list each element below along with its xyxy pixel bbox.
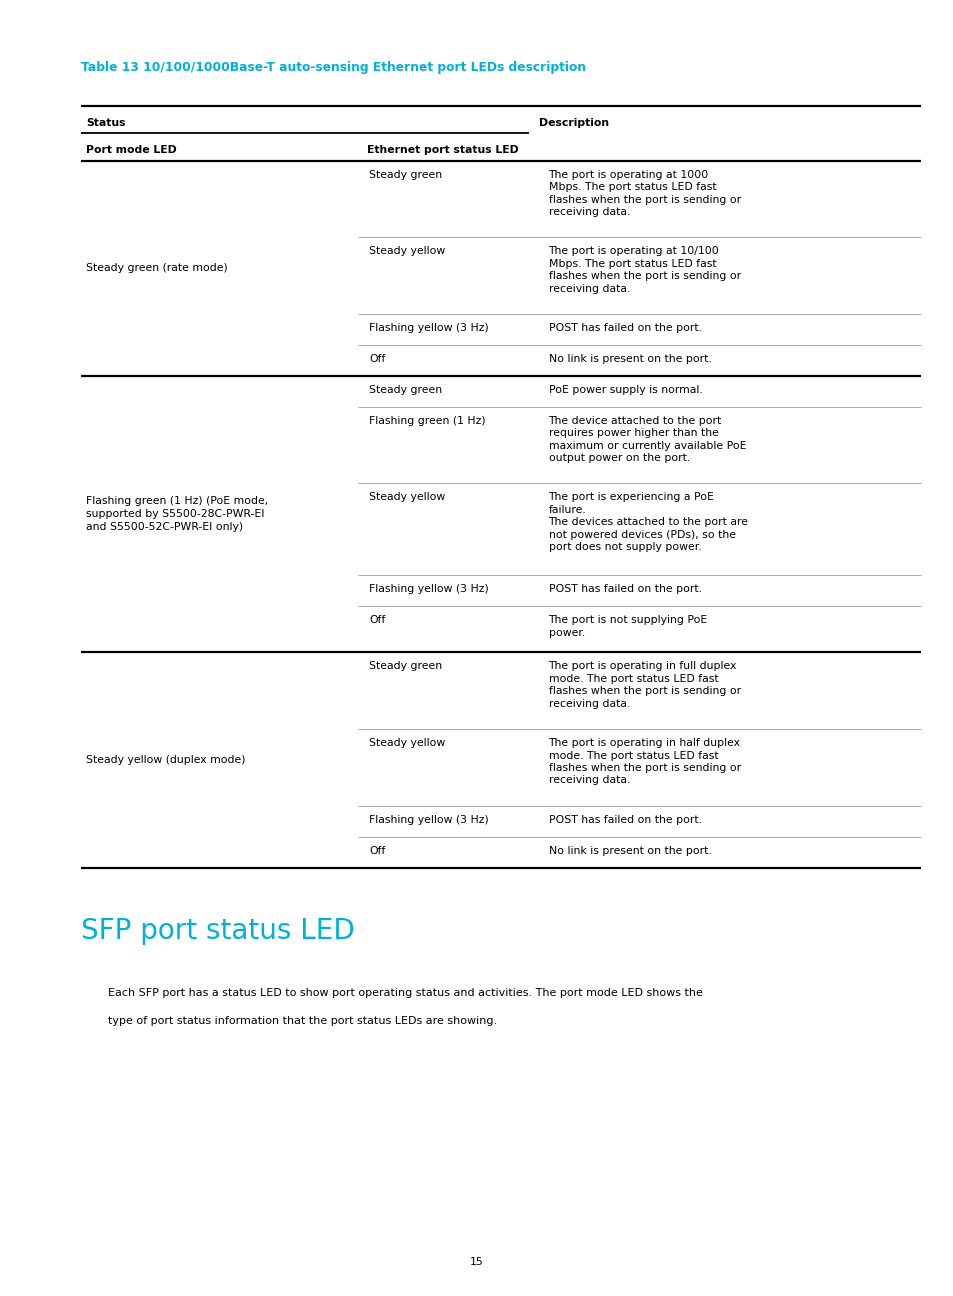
Text: The port is operating in half duplex
mode. The port status LED fast
flashes when: The port is operating in half duplex mod… <box>548 739 740 785</box>
Text: Each SFP port has a status LED to show port operating status and activities. The: Each SFP port has a status LED to show p… <box>108 988 702 998</box>
Text: 15: 15 <box>470 1257 483 1267</box>
Text: Flashing yellow (3 Hz): Flashing yellow (3 Hz) <box>369 584 489 595</box>
Text: The port is operating at 1000
Mbps. The port status LED fast
flashes when the po: The port is operating at 1000 Mbps. The … <box>548 170 740 216</box>
Text: POST has failed on the port.: POST has failed on the port. <box>548 323 700 333</box>
Text: The port is not supplying PoE
power.: The port is not supplying PoE power. <box>548 616 707 638</box>
Text: The port is operating at 10/100
Mbps. The port status LED fast
flashes when the : The port is operating at 10/100 Mbps. Th… <box>548 246 740 294</box>
Text: Flashing yellow (3 Hz): Flashing yellow (3 Hz) <box>369 815 489 826</box>
Text: Steady yellow: Steady yellow <box>369 492 445 503</box>
Text: Description: Description <box>538 118 609 128</box>
Text: Off: Off <box>369 846 385 855</box>
Text: Table 13 10/100/1000Base-T auto-sensing Ethernet port LEDs description: Table 13 10/100/1000Base-T auto-sensing … <box>81 61 585 74</box>
Text: Port mode LED: Port mode LED <box>86 145 176 156</box>
Text: Steady green (rate mode): Steady green (rate mode) <box>86 263 228 273</box>
Text: Steady green: Steady green <box>369 661 442 671</box>
Text: No link is present on the port.: No link is present on the port. <box>548 846 711 855</box>
Text: Status: Status <box>86 118 125 128</box>
Text: Steady yellow (duplex mode): Steady yellow (duplex mode) <box>86 756 245 765</box>
Text: POST has failed on the port.: POST has failed on the port. <box>548 815 700 826</box>
Text: The device attached to the port
requires power higher than the
maximum or curren: The device attached to the port requires… <box>548 416 745 463</box>
Text: Steady yellow: Steady yellow <box>369 739 445 748</box>
Text: Ethernet port status LED: Ethernet port status LED <box>367 145 518 156</box>
Text: Flashing green (1 Hz): Flashing green (1 Hz) <box>369 416 485 426</box>
Text: SFP port status LED: SFP port status LED <box>81 916 355 945</box>
Text: Off: Off <box>369 616 385 626</box>
Text: The port is experiencing a PoE
failure.
The devices attached to the port are
not: The port is experiencing a PoE failure. … <box>548 492 748 552</box>
Text: Steady yellow: Steady yellow <box>369 246 445 257</box>
Text: Flashing green (1 Hz) (PoE mode,
supported by S5500-28C-PWR-EI
and S5500-52C-PWR: Flashing green (1 Hz) (PoE mode, support… <box>86 496 268 533</box>
Text: The port is operating in full duplex
mode. The port status LED fast
flashes when: The port is operating in full duplex mod… <box>548 661 740 709</box>
Text: Steady green: Steady green <box>369 385 442 395</box>
Text: Steady green: Steady green <box>369 170 442 180</box>
Text: type of port status information that the port status LEDs are showing.: type of port status information that the… <box>108 1016 497 1025</box>
Text: Flashing yellow (3 Hz): Flashing yellow (3 Hz) <box>369 323 489 333</box>
Text: No link is present on the port.: No link is present on the port. <box>548 354 711 364</box>
Text: POST has failed on the port.: POST has failed on the port. <box>548 584 700 595</box>
Text: PoE power supply is normal.: PoE power supply is normal. <box>548 385 701 395</box>
Text: Off: Off <box>369 354 385 364</box>
